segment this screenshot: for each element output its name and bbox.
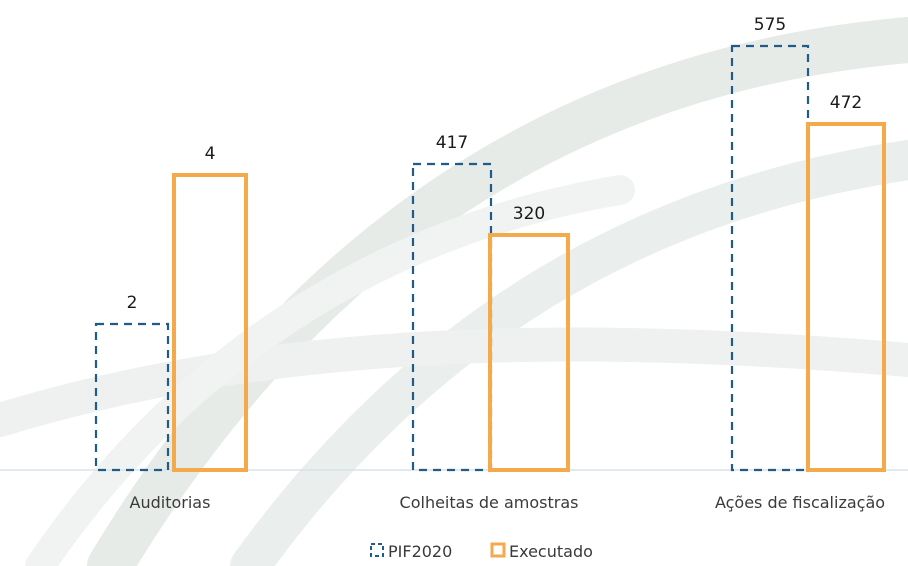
value-label-pif2020-2: 575 <box>754 15 786 35</box>
value-label-executado-2: 472 <box>830 93 862 113</box>
bars-layer <box>94 44 886 472</box>
legend-swatch-executado <box>490 542 506 558</box>
value-label-pif2020-1: 417 <box>436 133 468 153</box>
value-labels-layer: 2 417 575 4 320 472 <box>127 15 863 313</box>
category-label-2: Ações de fiscalização <box>715 493 885 512</box>
bar-pif2020-0 <box>94 322 170 472</box>
background-decoration <box>0 17 908 566</box>
legend-label-pif2020: PIF2020 <box>388 542 452 561</box>
value-label-pif2020-0: 2 <box>127 293 138 313</box>
legend-swatch-pif2020 <box>370 543 384 557</box>
bar-executado-1 <box>488 233 570 472</box>
category-labels-layer: Auditorias Colheitas de amostras Ações de … <box>130 493 886 512</box>
category-label-0: Auditorias <box>130 493 211 512</box>
bar-executado-0 <box>172 173 248 472</box>
value-label-executado-0: 4 <box>205 144 216 164</box>
bar-executado-2 <box>806 122 886 472</box>
category-label-1: Colheitas de amostras <box>400 493 579 512</box>
value-label-executado-1: 320 <box>513 204 545 224</box>
bar-pif2020-2 <box>730 44 810 472</box>
legend-label-executado: Executado <box>509 542 593 561</box>
legend: PIF2020 Executado <box>370 542 593 561</box>
